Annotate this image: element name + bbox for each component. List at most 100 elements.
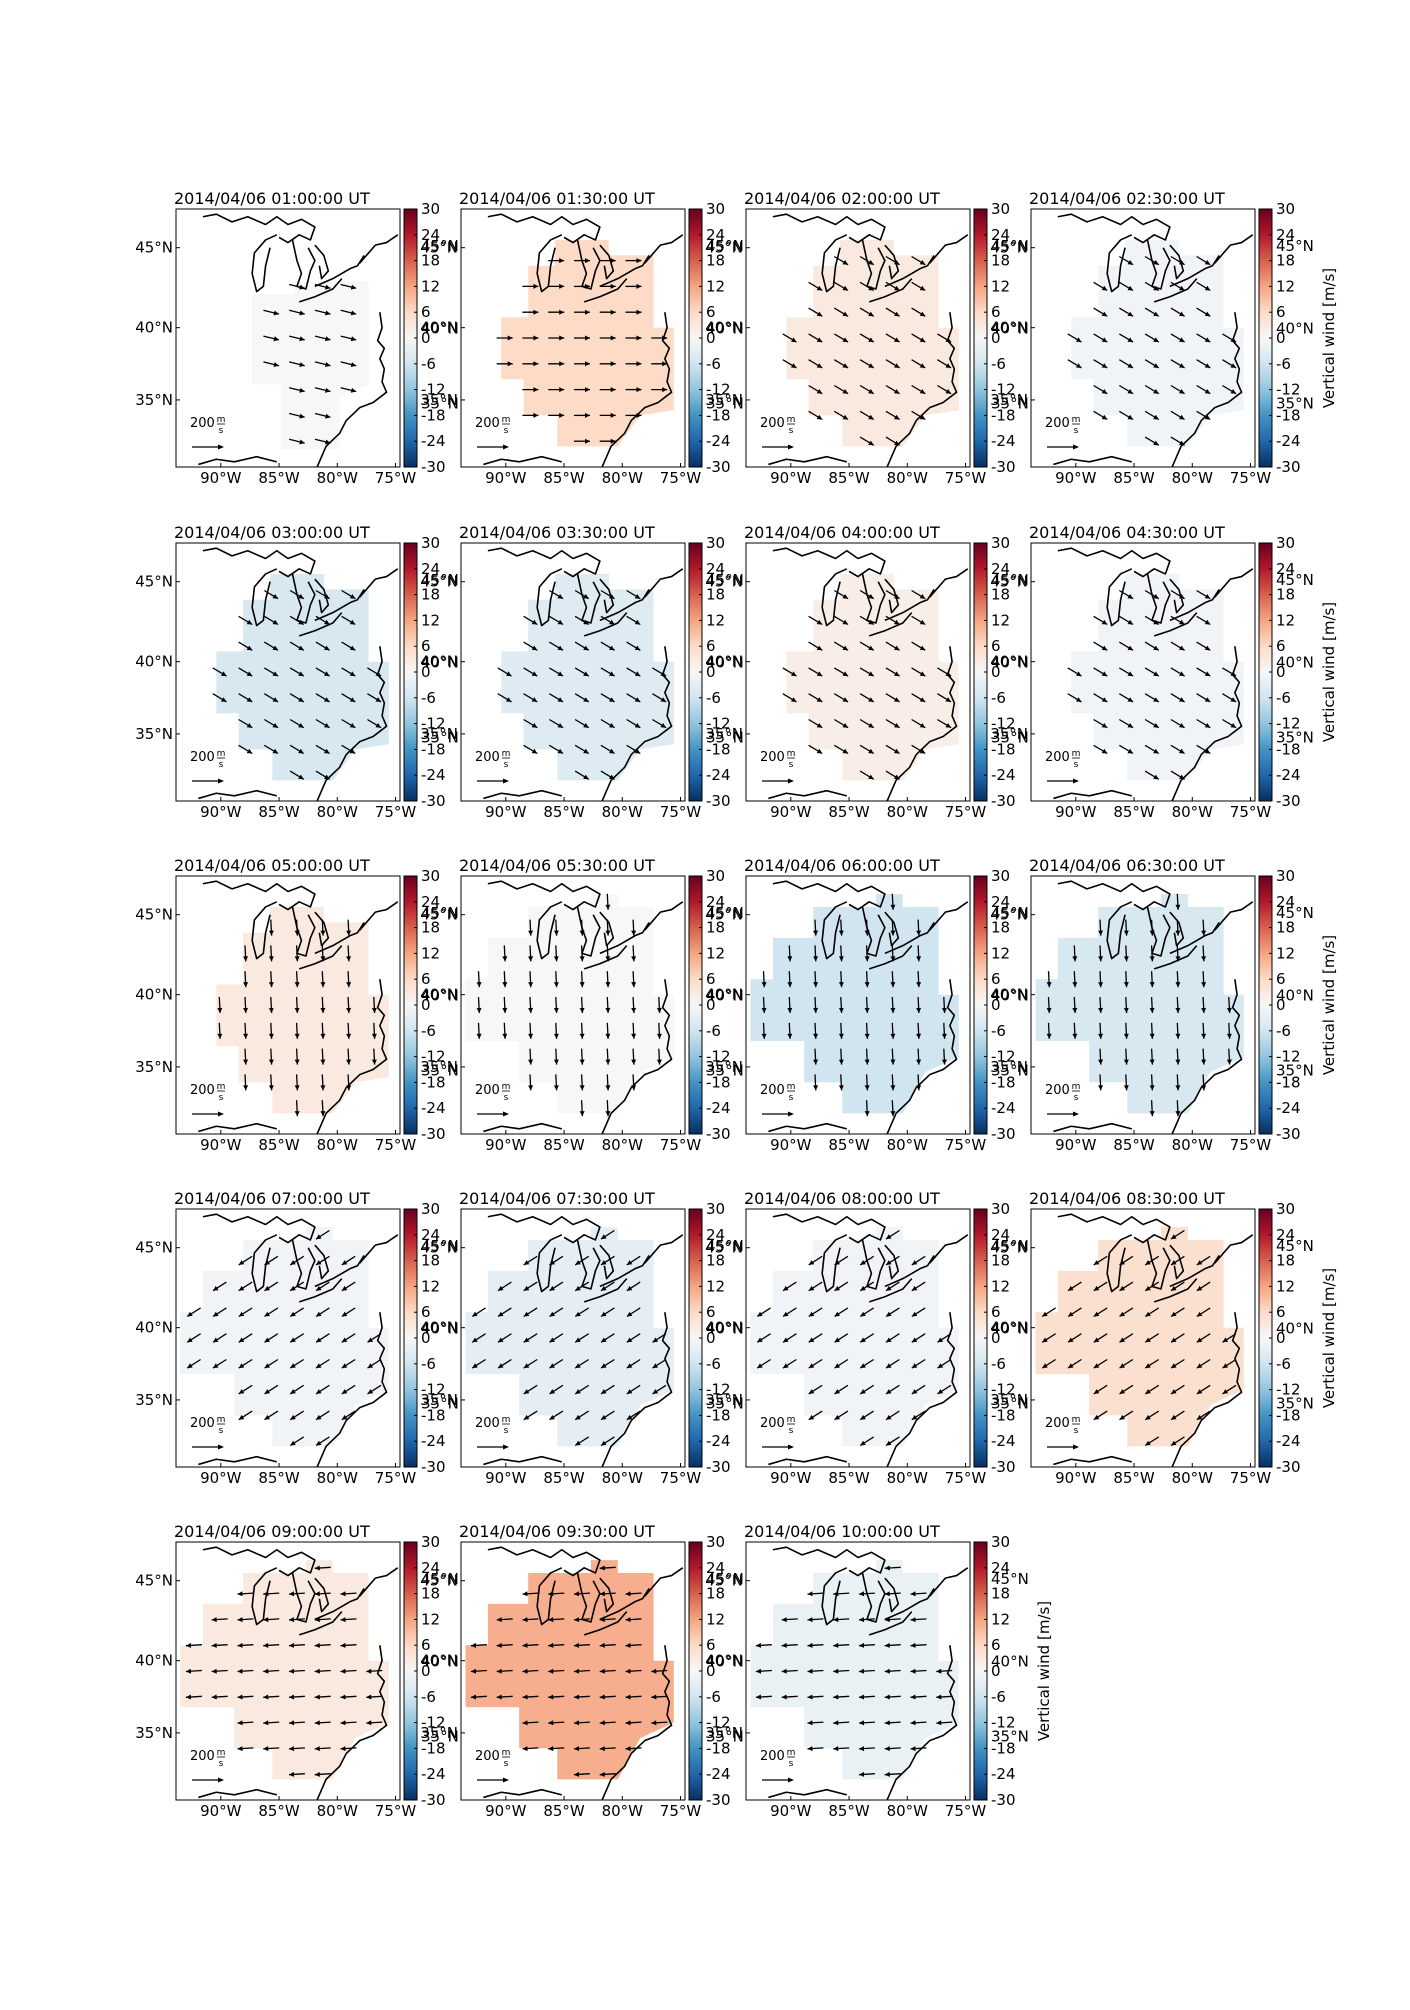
- colorbar-tick-label: -18: [706, 406, 731, 424]
- right-lat-label: 35°N: [706, 729, 744, 747]
- coastline: [645, 235, 683, 263]
- wind-arrowhead: [662, 335, 668, 341]
- wind-arrowhead: [609, 774, 615, 780]
- colorbar-tick-label: 30: [991, 1533, 1010, 1551]
- wind-arrowhead: [916, 1007, 922, 1013]
- wind-arrowhead: [522, 1668, 528, 1674]
- wind-arrows: [263, 283, 357, 445]
- colorbar-tick-label: 30: [991, 867, 1010, 885]
- wind-arrowhead: [1201, 982, 1207, 988]
- colorbar-tick-label: -24: [706, 1432, 731, 1450]
- wind-arrowhead: [1226, 1059, 1232, 1065]
- wind-arrowhead: [553, 1007, 559, 1013]
- wind-arrowhead: [860, 1414, 866, 1420]
- wind-arrowhead: [894, 645, 900, 651]
- wind-arrowhead: [221, 671, 227, 677]
- lon-tick-label: 85°W: [1113, 1136, 1155, 1154]
- coastline: [600, 245, 613, 279]
- wind-arrowhead: [1226, 1033, 1232, 1039]
- wind-arrowhead: [1127, 260, 1134, 265]
- wind-arrowhead: [1149, 982, 1155, 988]
- wind-arrowhead: [340, 1617, 346, 1623]
- map-area: [198, 548, 397, 801]
- colorbar-tick-label: 6: [706, 1636, 716, 1654]
- wind-arrowhead: [264, 1363, 270, 1369]
- wind-arrowhead: [523, 1389, 530, 1394]
- wind-arrowhead: [1101, 697, 1108, 702]
- colorbar-tick-label: -12: [706, 1048, 731, 1066]
- colorbar-label: Vertical wind [m/s]: [1320, 602, 1338, 742]
- wind-arrowhead: [553, 956, 559, 962]
- wind-arrowhead: [298, 748, 304, 754]
- colorbar-tick-label: 30: [706, 1200, 725, 1218]
- wind-arrowhead: [246, 645, 253, 651]
- wind-arrowhead: [585, 412, 590, 418]
- wind-arrowhead: [937, 1363, 944, 1369]
- colorbar-tick-label: -24: [706, 1099, 731, 1117]
- wind-arrowhead: [522, 1591, 528, 1597]
- vertical-wind-field: [1035, 1227, 1244, 1447]
- wind-arrowhead: [783, 1337, 789, 1343]
- coastline: [768, 1790, 846, 1798]
- colorbar-tick-label: 18: [991, 919, 1010, 937]
- right-lat-label: 45°N: [706, 571, 744, 589]
- wind-arrowhead: [816, 748, 823, 754]
- vector-scale-arrowhead: [218, 1777, 224, 1783]
- wind-arrowhead: [813, 1059, 819, 1065]
- wind-arrowhead: [636, 361, 642, 367]
- wind-arrowhead: [1179, 671, 1185, 677]
- map-frame: [745, 208, 971, 468]
- wind-arrowhead: [656, 1007, 662, 1013]
- vector-scale-arrowhead: [1073, 778, 1079, 784]
- wind-arrowhead: [1076, 337, 1082, 343]
- lat-tick-label: 35°N: [420, 725, 458, 743]
- wind-arrowhead: [910, 1642, 916, 1648]
- wind-arrowhead: [868, 723, 874, 728]
- coastline: [317, 312, 386, 467]
- wind-arrowhead: [609, 671, 615, 677]
- wind-arrowhead: [919, 594, 926, 599]
- lon-tick-label: 80°W: [1172, 803, 1214, 821]
- wind-arrowhead: [371, 1059, 377, 1065]
- lon-tick-label: 85°W: [1113, 803, 1155, 821]
- wind-arrowhead: [557, 748, 564, 754]
- wind-arrowhead: [1072, 956, 1078, 962]
- wind-arrowhead: [631, 956, 637, 962]
- wind-arrowhead: [1072, 982, 1078, 988]
- wind-arrowhead: [884, 1617, 890, 1623]
- wind-arrowhead: [1175, 982, 1181, 988]
- wind-arrowhead: [263, 1720, 269, 1726]
- wind-arrowhead: [1042, 1337, 1048, 1343]
- wind-arrowhead: [605, 904, 611, 910]
- wind-arrowhead: [833, 1746, 839, 1752]
- wind-arrowhead: [1175, 1059, 1181, 1065]
- vector-scale-arrowhead: [788, 1777, 794, 1783]
- coastline: [773, 214, 885, 242]
- coastline: [488, 548, 600, 576]
- lon-tick-label: 75°W: [945, 803, 987, 821]
- wind-arrowhead: [1179, 774, 1185, 780]
- right-lat-label: 45°N: [421, 1570, 459, 1588]
- wind-arrowhead: [626, 1285, 633, 1291]
- coastline: [869, 1612, 912, 1635]
- colorbar-tick-label: 18: [1276, 919, 1295, 937]
- right-lat-label: 40°N: [706, 1653, 744, 1671]
- right-lat-label: 45°N: [1276, 1237, 1314, 1255]
- wind-arrowhead: [868, 389, 874, 394]
- right-lat-label: 40°N: [991, 1653, 1029, 1671]
- wind-arrowhead: [1076, 697, 1082, 702]
- lon-tick-label: 90°W: [485, 1469, 527, 1487]
- vector-scale-unit-num: m: [1072, 1082, 1081, 1092]
- wind-arrowhead: [316, 1389, 322, 1394]
- colorbar-tick-label: -12: [421, 1381, 446, 1399]
- wind-arrowhead: [634, 748, 641, 754]
- wind-arrowhead: [842, 697, 849, 702]
- right-lat-label: 35°N: [421, 729, 459, 747]
- wind-arrowhead: [290, 1414, 296, 1420]
- colorbar-tick-label: -18: [991, 1073, 1016, 1091]
- vector-scale-label: 200: [190, 416, 215, 431]
- wind-arrowhead: [528, 956, 534, 962]
- wind-arrows: [212, 589, 382, 780]
- wind-arrowhead: [1230, 363, 1237, 368]
- lat-tick-label: 45°N: [705, 1239, 743, 1257]
